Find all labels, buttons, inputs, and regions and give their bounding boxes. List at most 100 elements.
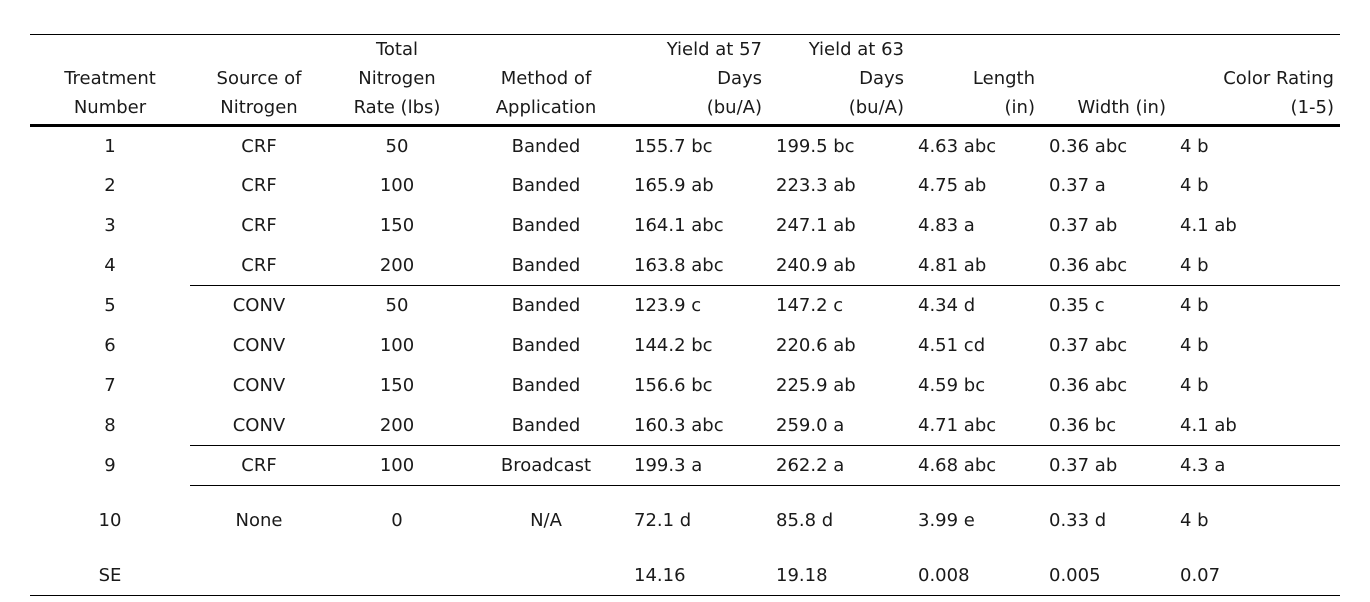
cell-yield-63-days: 85.8 d (768, 485, 910, 556)
cell-yield-63-days: 259.0 a (776, 414, 845, 436)
cell-nitrogen-rate: 100 (379, 335, 415, 356)
cell-source-of-nitrogen: CRF (241, 175, 277, 196)
table-row: 7 CONV 150 Banded 156.6 bc 225.9 ab 4.59 bc 0.3… (30, 366, 1340, 406)
header-total-nitrogen-rate: Total Nitrogen Rate (lbs) (328, 34, 466, 127)
cell-color-rating: 4.1 ab (1180, 215, 1237, 236)
cell-width: 0.36 abc (1049, 375, 1128, 396)
cell-treatment-number: 3 (104, 215, 116, 236)
cell-color-rating: 4.1 ab (1180, 414, 1237, 436)
cell-method-of-application: Banded (511, 135, 581, 157)
cell-yield-63-days: 220.6 ab (776, 335, 856, 356)
cell-source-of-nitrogen: None (190, 485, 328, 556)
cell-width: 0.37 ab (1041, 445, 1172, 486)
cell-length: 4.63 abc (918, 135, 997, 157)
cell-yield-63-days: 147.2 c (768, 285, 910, 326)
cell-width: 0.37 abc (1049, 335, 1128, 356)
cell-treatment-number: 4 (104, 255, 116, 276)
cell-nitrogen-rate: 200 (379, 414, 415, 436)
cell-width: 0.33 d (1041, 485, 1172, 556)
table-row: 6 CONV 100 Banded 144.2 bc 220.6 ab 4.51 cd 0.3… (30, 326, 1340, 366)
cell-treatment-number: 5 (104, 295, 116, 316)
cell-method-of-application: Banded (511, 215, 581, 236)
cell-nitrogen-rate: 100 (328, 445, 466, 486)
cell-yield-63-days: 247.1 ab (776, 215, 856, 236)
cell-color-rating: 4.3 a (1172, 445, 1340, 486)
cell-source-of-nitrogen: CRF (241, 215, 277, 236)
cell-treatment-number: 6 (104, 335, 116, 356)
cell-nitrogen-rate: 50 (328, 285, 466, 326)
header-width: Width (in) (1041, 34, 1172, 127)
cell-method-of-application: Banded (466, 285, 626, 326)
cell-nitrogen-rate: 150 (379, 375, 415, 396)
cell-method-of-application: Banded (511, 335, 581, 356)
cell-treatment-number: 7 (104, 375, 116, 396)
table-row: 8 CONV 200 Banded 160.3 abc 259.0 a 4.71 abc 0.… (30, 406, 1340, 446)
table-row: 2 CRF 100 Banded 165.9 ab 223.3 ab 4.75 ab 0.37… (30, 166, 1340, 206)
cell-treatment-number: 8 (104, 415, 116, 436)
header-method-of-application: Method of Application (466, 34, 626, 127)
cell-yield-57-days: 199.3 a (626, 445, 768, 486)
cell-color-rating: 4 b (1180, 135, 1209, 157)
table-row: 9 CRF 100 Broadcast 199.3 a 262.2 a 4.68 abc 0.… (30, 445, 1340, 486)
cell-yield-57-days: 160.3 abc (634, 414, 724, 436)
cell-nitrogen-rate: 150 (379, 215, 415, 236)
cell-color-rating: 4 b (1180, 375, 1209, 396)
cell-length: 4.34 d (910, 285, 1041, 326)
cell-length: 4.68 abc (910, 445, 1041, 486)
cell-source-of-nitrogen: CRF (241, 135, 277, 157)
cell-yield-57-days: 72.1 d (626, 485, 768, 556)
cell-length: 4.71 abc (918, 414, 997, 436)
cell-width: 0.36 abc (1049, 135, 1128, 157)
table-row: SE 14.16 19.18 0.008 0.005 0.07 (30, 555, 1340, 596)
table-body: 1 CRF 50 Banded 155.7 bc 199.5 bc 4.63 abc 0.36… (30, 126, 1340, 596)
cell-treatment-number: SE (30, 555, 190, 596)
cell-yield-57-days: 155.7 bc (634, 135, 713, 157)
cell-yield-63-days: 262.2 a (768, 445, 910, 486)
cell-method-of-application: Banded (511, 254, 581, 276)
cell-width: 0.005 (1041, 555, 1172, 596)
cell-nitrogen-rate: 100 (379, 175, 415, 196)
header-color-rating: Color Rating (1-5) (1172, 34, 1340, 127)
cell-method-of-application: Banded (511, 414, 581, 436)
table-row: 1 CRF 50 Banded 155.7 bc 199.5 bc 4.63 abc 0.36… (30, 126, 1340, 166)
cell-treatment-number: 1 (104, 135, 116, 157)
cell-method-of-application: Banded (511, 175, 581, 196)
cell-method-of-application: N/A (466, 485, 626, 556)
cell-yield-57-days: 144.2 bc (634, 335, 713, 356)
results-table: Treatment Number Source of Nitrogen Total N… (30, 34, 1340, 596)
cell-color-rating: 4 b (1172, 285, 1340, 326)
cell-width: 0.37 a (1049, 175, 1106, 196)
cell-width: 0.36 abc (1049, 254, 1128, 276)
table-row: 3 CRF 150 Banded 164.1 abc 247.1 ab 4.83 a 0.37… (30, 206, 1340, 246)
cell-color-rating: 4 b (1180, 175, 1209, 196)
cell-yield-63-days: 225.9 ab (776, 375, 856, 396)
cell-source-of-nitrogen: CRF (190, 445, 328, 486)
header-source-of-nitrogen: Source of Nitrogen (190, 34, 328, 127)
cell-nitrogen-rate: 0 (328, 485, 466, 556)
cell-yield-63-days: 223.3 ab (776, 175, 856, 196)
cell-method-of-application (466, 555, 626, 596)
cell-method-of-application: Banded (511, 375, 581, 396)
cell-treatment-number: 9 (104, 455, 116, 476)
cell-color-rating: 0.07 (1172, 555, 1340, 596)
cell-length: 4.81 ab (918, 254, 987, 276)
cell-treatment-number: 2 (104, 175, 116, 196)
cell-width: 0.35 c (1041, 285, 1172, 326)
header-yield-57-days: Yield at 57 Days (bu/A) (626, 34, 768, 127)
cell-length: 4.83 a (918, 215, 975, 236)
cell-color-rating: 4 b (1172, 485, 1340, 556)
cell-yield-57-days: 14.16 (626, 555, 768, 596)
table-row: 4 CRF 200 Banded 163.8 abc 240.9 ab 4.81 ab 0.3… (30, 246, 1340, 286)
cell-source-of-nitrogen (190, 555, 328, 596)
cell-nitrogen-rate: 50 (385, 135, 409, 157)
cell-color-rating: 4 b (1180, 335, 1209, 356)
cell-length: 4.51 cd (918, 335, 986, 356)
cell-width: 0.36 bc (1049, 414, 1117, 436)
cell-yield-63-days: 19.18 (768, 555, 910, 596)
cell-yield-63-days: 199.5 bc (776, 135, 855, 157)
cell-yield-63-days: 240.9 ab (776, 254, 856, 276)
cell-yield-57-days: 163.8 abc (634, 254, 724, 276)
cell-color-rating: 4 b (1180, 254, 1209, 276)
